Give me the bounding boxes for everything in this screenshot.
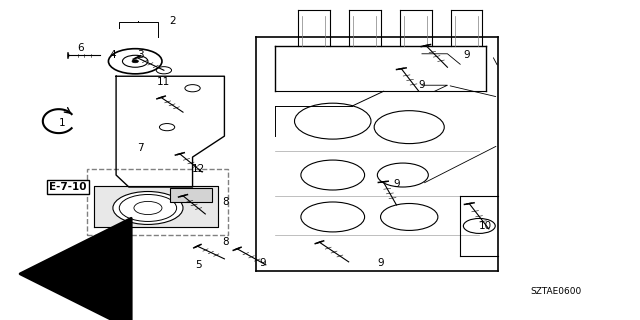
- Text: 10: 10: [479, 221, 492, 231]
- Text: 9: 9: [419, 80, 425, 90]
- Text: 11: 11: [157, 77, 170, 87]
- Circle shape: [113, 191, 183, 224]
- FancyBboxPatch shape: [170, 188, 212, 202]
- Text: 6: 6: [77, 43, 84, 53]
- Text: 5: 5: [196, 260, 202, 270]
- Text: 1: 1: [59, 118, 65, 128]
- Text: 7: 7: [137, 143, 143, 153]
- Text: 8: 8: [222, 237, 229, 247]
- Text: 9: 9: [259, 258, 266, 268]
- Text: 9: 9: [393, 179, 400, 189]
- Polygon shape: [94, 186, 218, 228]
- Text: E-7-10: E-7-10: [49, 182, 86, 192]
- Text: 12: 12: [192, 164, 205, 174]
- Text: 2: 2: [169, 16, 175, 26]
- Text: SZTAE0600: SZTAE0600: [530, 287, 581, 296]
- Circle shape: [132, 60, 138, 63]
- Text: 9: 9: [463, 50, 470, 60]
- Text: FR.: FR.: [52, 269, 72, 279]
- Text: 9: 9: [377, 258, 384, 268]
- Text: 4: 4: [109, 50, 116, 60]
- Text: 3: 3: [137, 50, 143, 60]
- Text: 8: 8: [222, 197, 229, 207]
